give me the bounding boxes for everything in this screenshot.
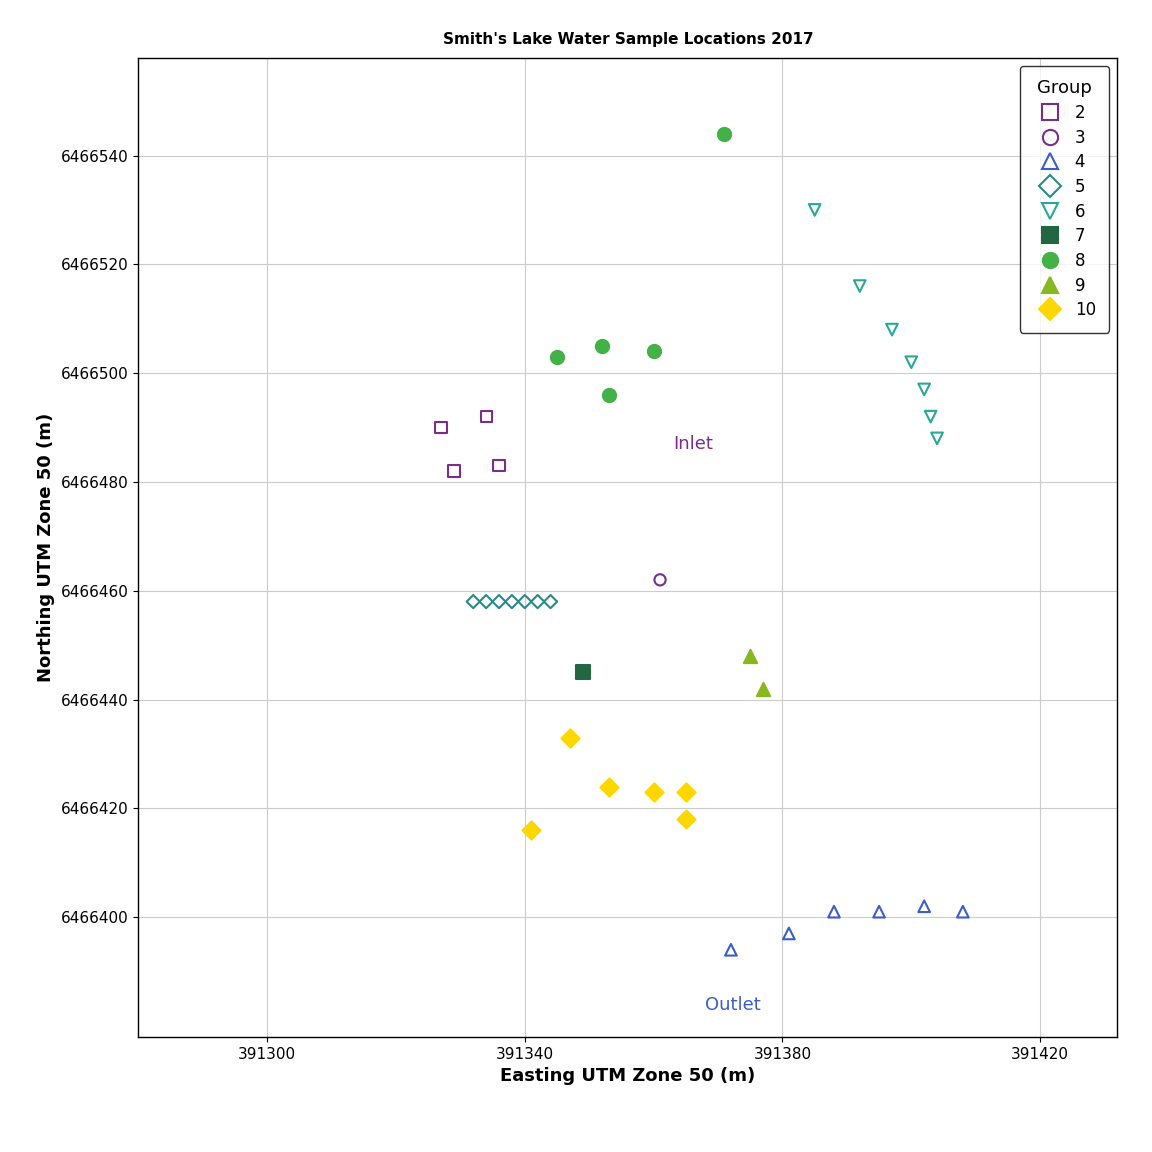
Point xyxy=(915,380,933,399)
Point xyxy=(547,348,566,366)
Point xyxy=(593,336,612,355)
Point xyxy=(721,940,740,958)
Point xyxy=(644,783,662,802)
Point xyxy=(644,342,662,361)
Point xyxy=(490,592,508,611)
Point xyxy=(502,592,521,611)
Point xyxy=(676,810,695,828)
X-axis label: Easting UTM Zone 50 (m): Easting UTM Zone 50 (m) xyxy=(500,1067,756,1085)
Point xyxy=(902,353,920,371)
Point xyxy=(805,200,824,219)
Point xyxy=(490,456,508,475)
Point xyxy=(574,664,592,682)
Point xyxy=(529,592,547,611)
Point xyxy=(780,924,798,942)
Point xyxy=(445,462,463,480)
Point xyxy=(599,386,617,404)
Point xyxy=(825,902,843,920)
Point xyxy=(477,408,495,426)
Point xyxy=(715,124,734,143)
Y-axis label: Northing UTM Zone 50 (m): Northing UTM Zone 50 (m) xyxy=(37,412,55,682)
Point xyxy=(541,592,560,611)
Point xyxy=(850,276,869,295)
Point xyxy=(922,408,940,426)
Text: Outlet: Outlet xyxy=(705,995,760,1014)
Point xyxy=(676,783,695,802)
Point xyxy=(522,821,540,840)
Point xyxy=(741,646,759,665)
Point xyxy=(599,778,617,796)
Point xyxy=(516,592,535,611)
Text: Inlet: Inlet xyxy=(673,435,713,453)
Point xyxy=(561,728,579,746)
Point xyxy=(651,570,669,589)
Point xyxy=(927,430,946,448)
Point xyxy=(432,418,450,437)
Point xyxy=(477,592,495,611)
Title: Smith's Lake Water Sample Locations 2017: Smith's Lake Water Sample Locations 2017 xyxy=(442,32,813,47)
Point xyxy=(954,902,972,920)
Point xyxy=(915,897,933,916)
Point xyxy=(464,592,483,611)
Point xyxy=(882,320,901,339)
Legend: 2, 3, 4, 5, 6, 7, 8, 9, 10: 2, 3, 4, 5, 6, 7, 8, 9, 10 xyxy=(1020,66,1109,333)
Point xyxy=(753,680,772,698)
Point xyxy=(870,902,888,920)
